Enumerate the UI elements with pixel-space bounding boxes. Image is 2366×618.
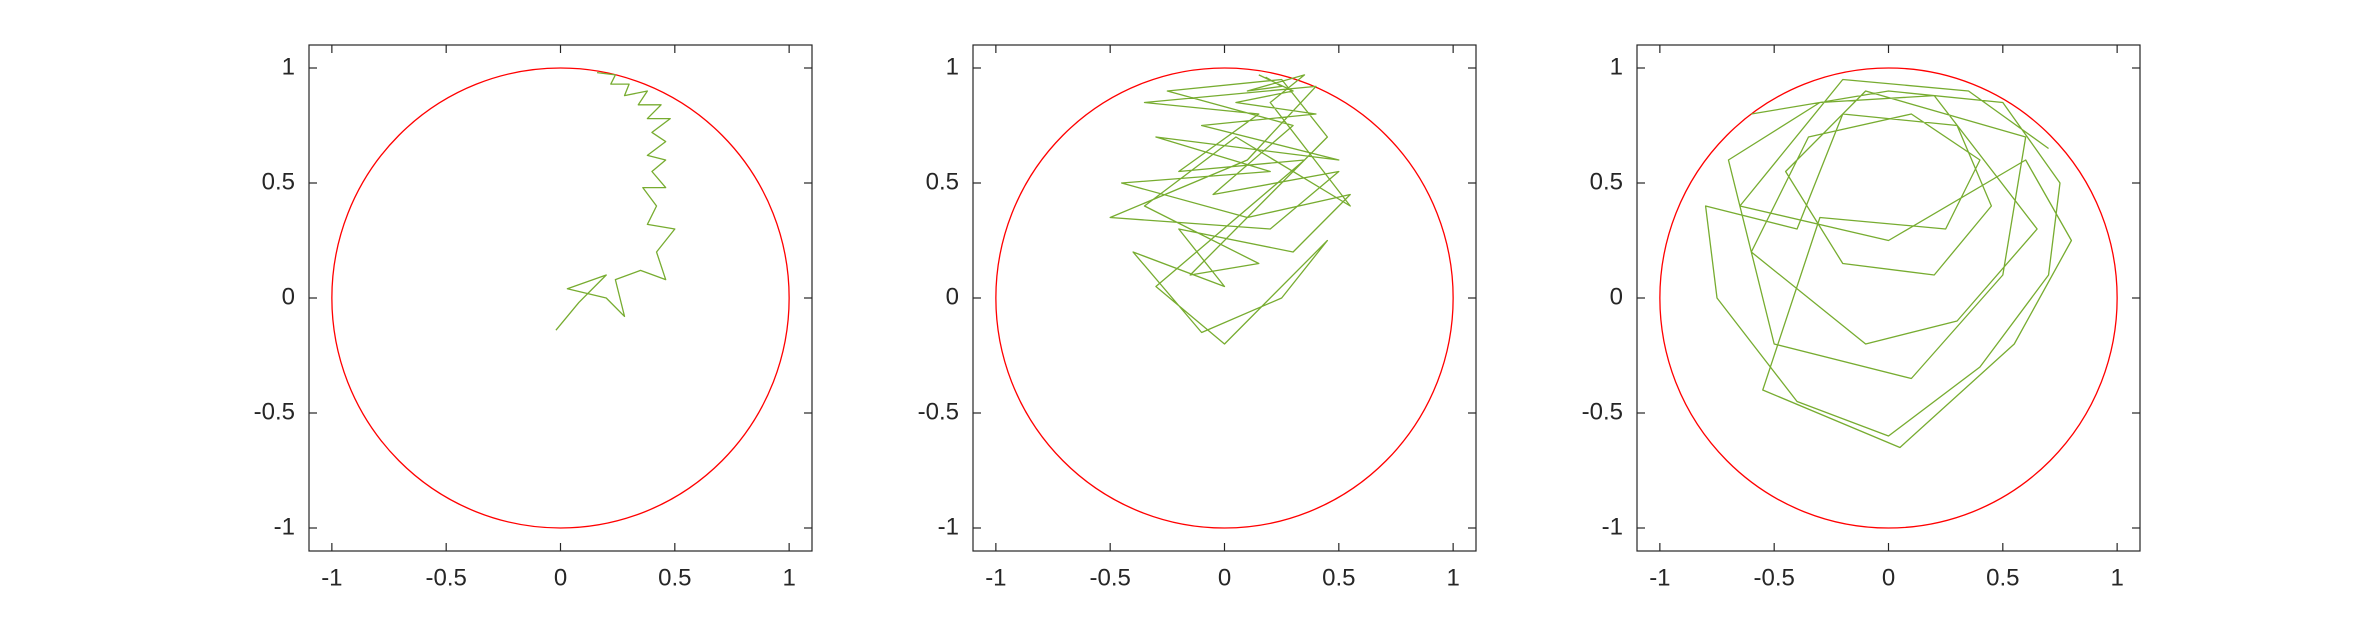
subplot: -1 -0.5 0 0.5 1 -1 -0.5 0 0.5 1 bbox=[918, 44, 1477, 591]
y-tick-label: 0 bbox=[1610, 283, 1623, 310]
axes-box bbox=[972, 44, 1477, 552]
trajectory bbox=[1704, 78, 2073, 449]
y-tick-label: -0.5 bbox=[918, 398, 959, 425]
x-tick-label: 0 bbox=[1218, 564, 1231, 591]
unit-circle bbox=[1659, 67, 2118, 529]
x-tick-label: 0.5 bbox=[1986, 564, 2019, 591]
x-tick-label: -0.5 bbox=[1754, 564, 1795, 591]
x-tick-label: -0.5 bbox=[426, 564, 467, 591]
y-tick-label: 0 bbox=[946, 283, 959, 310]
y-tick-label: -1 bbox=[1602, 513, 1623, 540]
x-tick-label: 1 bbox=[782, 564, 795, 591]
x-tick-label: -1 bbox=[321, 564, 342, 591]
trajectory bbox=[555, 71, 676, 331]
x-tick-label: 1 bbox=[2110, 564, 2123, 591]
x-tick-label: -0.5 bbox=[1090, 564, 1131, 591]
axes-box bbox=[1636, 44, 2141, 552]
x-tick-label: 0 bbox=[554, 564, 567, 591]
trajectory bbox=[1109, 74, 1351, 345]
unit-circle bbox=[331, 67, 790, 529]
y-tick-label: 1 bbox=[946, 53, 959, 80]
subplot: -1 -0.5 0 0.5 1 -1 -0.5 0 0.5 1 bbox=[1582, 44, 2141, 591]
unit-circle bbox=[995, 67, 1454, 529]
y-tick-label: 0.5 bbox=[1590, 168, 1623, 195]
x-tick-label: 1 bbox=[1446, 564, 1459, 591]
y-tick-label: -1 bbox=[938, 513, 959, 540]
subplot: -1 -0.5 0 0.5 1 -1 -0.5 0 0.5 1 bbox=[254, 44, 813, 591]
x-tick-label: -1 bbox=[1649, 564, 1670, 591]
y-tick-label: -0.5 bbox=[1582, 398, 1623, 425]
y-tick-label: 1 bbox=[282, 53, 295, 80]
x-tick-label: 0.5 bbox=[658, 564, 691, 591]
y-tick-label: -0.5 bbox=[254, 398, 295, 425]
y-tick-label: 1 bbox=[1610, 53, 1623, 80]
y-tick-label: 0.5 bbox=[926, 168, 959, 195]
y-tick-label: 0.5 bbox=[262, 168, 295, 195]
x-tick-label: -1 bbox=[985, 564, 1006, 591]
y-tick-label: -1 bbox=[274, 513, 295, 540]
y-tick-label: 0 bbox=[282, 283, 295, 310]
x-tick-label: 0 bbox=[1882, 564, 1895, 591]
x-tick-label: 0.5 bbox=[1322, 564, 1355, 591]
axes-box bbox=[308, 44, 813, 552]
